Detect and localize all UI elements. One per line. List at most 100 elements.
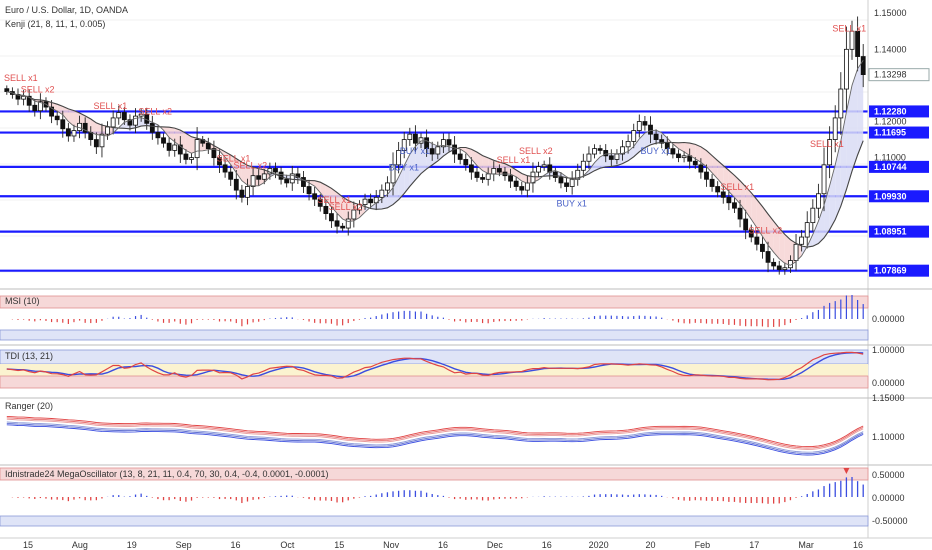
mega-panel[interactable]: Idnistrade24 MegaOscillator (13, 8, 21, … — [0, 464, 932, 527]
candle[interactable] — [586, 153, 592, 162]
candle[interactable] — [110, 117, 116, 128]
candle[interactable] — [855, 30, 861, 57]
candle[interactable] — [189, 157, 194, 160]
candle[interactable] — [222, 164, 228, 173]
candle[interactable] — [726, 196, 732, 204]
candle[interactable] — [424, 137, 430, 150]
time-axis[interactable]: 15 Aug 19 Sep 16 Oct 15 Nov 16 Dec 16 2020 20 Feb 17 Ma… — [0, 537, 932, 550]
candle[interactable] — [435, 146, 441, 155]
candle[interactable] — [496, 168, 502, 173]
candle[interactable] — [138, 113, 144, 117]
candle[interactable] — [810, 207, 816, 224]
candle[interactable] — [485, 173, 491, 180]
candle[interactable] — [698, 164, 704, 173]
candle[interactable] — [620, 146, 625, 155]
tdi-panel[interactable]: TDI (13, 21) 1.00000 0.00000 — [0, 344, 932, 389]
candle[interactable] — [306, 186, 312, 195]
candle[interactable] — [631, 130, 637, 142]
candle[interactable] — [541, 164, 547, 168]
candle[interactable] — [390, 164, 396, 184]
candle[interactable] — [32, 104, 38, 112]
candle[interactable] — [37, 101, 43, 112]
candle[interactable] — [4, 88, 10, 92]
candle[interactable] — [172, 144, 178, 151]
candle[interactable] — [832, 117, 838, 140]
candle[interactable] — [239, 189, 245, 198]
candle[interactable] — [681, 155, 687, 159]
candle[interactable] — [692, 160, 698, 166]
candle[interactable] — [217, 157, 222, 166]
candle[interactable] — [737, 207, 743, 220]
candle[interactable] — [317, 198, 323, 207]
candle[interactable] — [105, 126, 110, 135]
candle[interactable] — [474, 171, 480, 178]
candle[interactable] — [771, 261, 777, 267]
candle[interactable] — [301, 177, 306, 187]
candle[interactable] — [429, 148, 435, 155]
candle[interactable] — [88, 131, 94, 140]
candle[interactable] — [345, 218, 351, 229]
candle[interactable] — [93, 139, 99, 148]
candle[interactable] — [233, 178, 239, 191]
candle[interactable] — [799, 236, 805, 245]
candle[interactable] — [849, 30, 855, 50]
candle[interactable] — [60, 119, 66, 130]
candle[interactable] — [161, 137, 166, 144]
candle[interactable] — [748, 229, 754, 238]
candle[interactable] — [676, 153, 681, 159]
candle[interactable] — [597, 148, 603, 151]
candle[interactable] — [228, 171, 234, 180]
candle[interactable] — [205, 142, 211, 150]
msi-panel[interactable]: MSI (10) 0.00000 — [0, 288, 932, 341]
candle[interactable] — [821, 164, 827, 195]
candle[interactable] — [776, 265, 782, 270]
candle[interactable] — [323, 205, 329, 214]
candle[interactable] — [709, 178, 715, 187]
candle[interactable] — [670, 148, 676, 155]
candle[interactable] — [491, 168, 497, 175]
candle[interactable] — [519, 186, 525, 191]
candle[interactable] — [446, 139, 452, 146]
candle[interactable] — [536, 166, 541, 173]
candle[interactable] — [401, 139, 407, 151]
candle[interactable] — [860, 56, 866, 75]
candle[interactable] — [743, 218, 749, 231]
candle[interactable] — [468, 164, 474, 173]
candle[interactable] — [592, 148, 597, 155]
candle[interactable] — [564, 182, 569, 187]
candle[interactable] — [211, 148, 217, 159]
candle[interactable] — [659, 139, 665, 144]
candle[interactable] — [385, 182, 390, 191]
candle[interactable] — [177, 144, 183, 155]
candle[interactable] — [765, 251, 771, 263]
price-axis[interactable]: 1.15000 1.14000 1.13298 1.122801.120001.116… — [867, 0, 930, 538]
candle[interactable] — [116, 112, 122, 119]
candle[interactable] — [580, 160, 586, 171]
candle[interactable] — [793, 243, 799, 261]
candle[interactable] — [26, 95, 32, 106]
candle[interactable] — [480, 177, 485, 180]
candle[interactable] — [396, 150, 402, 166]
candle[interactable] — [754, 236, 760, 245]
candle[interactable] — [155, 131, 161, 139]
candle[interactable] — [362, 198, 368, 205]
candle[interactable] — [194, 139, 200, 159]
candle[interactable] — [412, 133, 418, 144]
candle[interactable] — [704, 171, 709, 180]
candle[interactable] — [816, 193, 821, 209]
candle[interactable] — [273, 168, 278, 173]
candle[interactable] — [133, 115, 138, 126]
candle[interactable] — [379, 189, 385, 198]
candle[interactable] — [312, 193, 318, 200]
candle[interactable] — [65, 128, 71, 137]
candle[interactable] — [648, 124, 653, 135]
candle[interactable] — [340, 225, 346, 229]
candle[interactable] — [552, 171, 558, 178]
candle[interactable] — [21, 95, 27, 100]
candle[interactable] — [54, 115, 60, 121]
candle[interactable] — [15, 94, 21, 100]
candle[interactable] — [508, 175, 513, 182]
candle[interactable] — [614, 153, 620, 160]
